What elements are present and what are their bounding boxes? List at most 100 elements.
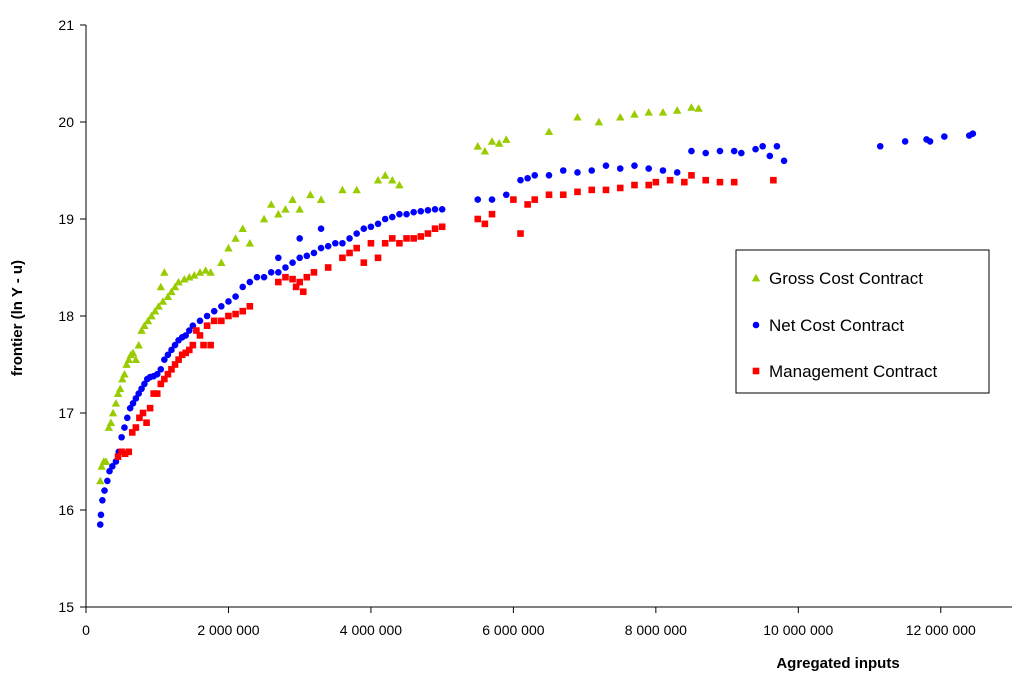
management-point [417, 233, 425, 240]
y-tick-label: 20 [58, 114, 74, 130]
management-point [125, 448, 133, 456]
gross-cost-point [259, 214, 269, 223]
management-point [770, 176, 777, 184]
net-cost-point [374, 220, 382, 228]
gross-cost-point [150, 306, 160, 315]
net-cost-point [502, 191, 510, 199]
management-point [702, 176, 710, 184]
net-cost-point [157, 366, 165, 373]
management-point [303, 273, 311, 281]
x-tick-label: 0 [82, 622, 90, 638]
net-cost-point [118, 433, 125, 441]
gross-cost-point [644, 108, 653, 116]
y-tick-label: 19 [58, 211, 74, 227]
gross-cost-point [206, 268, 215, 276]
management-point [310, 269, 318, 276]
net-cost-point [225, 298, 232, 305]
gross-cost-point [158, 297, 168, 305]
gross-cost-point [154, 302, 163, 310]
net-cost-point [702, 149, 710, 157]
management-point [218, 317, 225, 325]
net-cost-point [396, 210, 403, 218]
net-cost-point [161, 356, 168, 363]
management-point [157, 380, 165, 388]
net-cost-point [716, 147, 724, 155]
management-point [182, 349, 190, 357]
legend-label-net: Net Cost Contract [769, 316, 904, 335]
series-management [114, 172, 777, 460]
net-cost-point [310, 249, 318, 257]
management-point [367, 239, 375, 247]
net-cost-point [296, 235, 303, 242]
gross-cost-point [113, 389, 123, 397]
legend-box [735, 249, 990, 394]
net-cost-point [129, 400, 137, 407]
net-cost-point [153, 370, 161, 378]
gross-cost-point [185, 273, 194, 281]
y-tick-label: 18 [58, 308, 74, 324]
net-cost-point [673, 169, 681, 176]
management-point [688, 172, 695, 179]
gross-cost-point [687, 103, 696, 111]
net-cost-point [126, 404, 134, 412]
gross-cost-point [395, 180, 404, 189]
management-point [282, 273, 289, 281]
management-point [136, 414, 143, 422]
gross-cost-point [380, 171, 390, 179]
management-point [143, 419, 150, 426]
management-point [121, 450, 129, 458]
net-cost-point [631, 162, 638, 169]
net-cost-point [96, 521, 104, 528]
management-point [210, 317, 218, 325]
gross-cost-point [295, 205, 304, 213]
legend-label-gross: Gross Cost Contract [769, 269, 923, 288]
net-cost-point [275, 254, 282, 262]
gross-cost-point [170, 282, 180, 291]
net-cost-point [403, 210, 410, 218]
net-cost-point [101, 487, 108, 494]
gross-cost-point [201, 266, 210, 274]
management-point [146, 404, 154, 412]
management-point [381, 239, 389, 247]
management-point [488, 210, 496, 218]
net-cost-point [926, 138, 934, 145]
net-cost-point [488, 196, 496, 203]
management-point [246, 303, 254, 310]
gross-cost-point [694, 104, 703, 112]
management-point [374, 254, 382, 262]
management-point [164, 370, 172, 378]
gross-cost-point [480, 146, 490, 155]
net-cost-point [317, 244, 325, 252]
net-cost-point [196, 317, 204, 325]
net-cost-point [659, 167, 667, 174]
management-point [574, 188, 581, 196]
gross-cost-point [316, 195, 326, 203]
management-point [185, 346, 193, 354]
gross-cost-point [143, 316, 153, 325]
legend: Gross Cost Contract Net Cost Contract Ma… [735, 249, 990, 394]
gross-cost-point [180, 274, 189, 283]
gross-cost-point [160, 268, 169, 276]
net-cost-point [104, 477, 111, 485]
y-axis-title: frontier (ln Y - u) [9, 260, 26, 376]
management-point [645, 181, 653, 189]
gross-cost-point [106, 418, 116, 427]
net-cost-point [168, 346, 175, 354]
net-cost-point [267, 269, 275, 276]
gross-cost-point [224, 243, 233, 252]
net-cost-point [738, 149, 745, 157]
net-cost-point [132, 395, 140, 402]
net-cost-point [296, 254, 303, 262]
net-cost-point [410, 208, 417, 216]
gross-cost-point [245, 239, 255, 247]
gross-cost-point [137, 326, 146, 334]
net-cost-point [367, 223, 375, 231]
net-cost-point [901, 138, 909, 145]
x-tick-label: 10 000 000 [763, 622, 833, 638]
management-point [289, 275, 296, 283]
net-cost-point [574, 169, 581, 176]
net-cost-point [730, 147, 738, 155]
management-point [324, 264, 332, 271]
management-point [396, 239, 403, 247]
management-point [296, 278, 303, 286]
